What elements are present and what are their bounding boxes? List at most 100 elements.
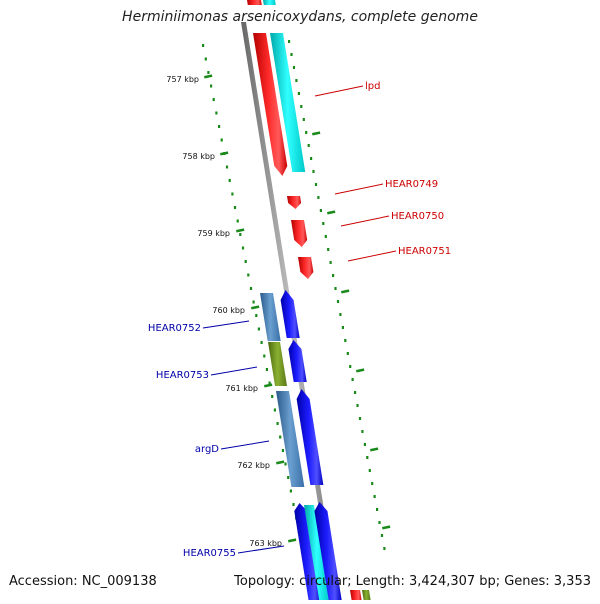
gc-skew-dot [207,71,210,74]
leader-line-hear0752 [202,320,250,329]
gc-skew-dot [334,287,337,290]
coordinate-tick-mark [220,151,229,156]
cds-feature-hear0752 [260,293,281,341]
gc-skew-dot [290,53,293,56]
gene-label-hear0755[interactable]: HEAR0755 [183,548,236,559]
gc-skew-dot [288,40,291,43]
tick-label-761: 761 kbp [225,384,258,393]
gc-skew-dot [314,183,318,186]
gc-skew-dot [271,395,274,398]
gene-feature-bottom-olive [362,590,371,600]
gc-skew-dot [287,476,290,479]
leader-line-hear0753 [210,366,258,376]
gc-skew-dot [228,179,231,182]
gc-skew-dot [307,144,310,147]
gc-skew-dot [255,314,258,317]
gene-labels: lpd HEAR0749 HEAR0750 HEAR0751 HEAR0752 … [148,81,451,559]
gc-skew-dot [312,170,315,173]
gc-skew-dot [358,417,362,420]
length-text: Length: 3,424,307 bp; [355,574,501,589]
gene-label-lpd[interactable]: lpd [365,81,380,92]
leader-lines [202,85,397,554]
gc-skew-dot [324,235,327,238]
gc-skew-dot [349,365,352,368]
gc-skew-dot [368,469,371,472]
gene-feature-hear0752 [280,290,300,338]
gc-skew-dot [356,404,359,407]
gene-feature-hear0756 [314,502,342,600]
gene-label-hear0751[interactable]: HEAR0751 [398,246,451,257]
gc-skew-marker [381,525,391,530]
gc-skew-dot [257,327,260,331]
gc-skew-dot [380,534,384,537]
gc-skew-dot [265,368,268,371]
coordinate-tick-mark [276,460,285,465]
gc-skew-dot [239,233,242,236]
coordinate-tick-mark [250,305,260,310]
gc-skew-dot [233,206,237,209]
cds-feature-hear0755 [304,505,330,600]
gc-skew-dot [236,219,239,223]
gc-skew-dot [344,339,347,342]
tick-label-757: 757 kbp [166,75,199,84]
gc-skew-marker [370,447,379,452]
gc-skew-dot [260,341,263,344]
coordinate-tick-mark [204,74,213,79]
gene-label-hear0752[interactable]: HEAR0752 [148,323,201,334]
gc-skew-dot [210,84,213,88]
gene-feature-hear0750 [291,220,308,247]
gc-skew-dot [327,248,330,251]
gene-label-hear0750[interactable]: HEAR0750 [391,211,444,222]
gc-skew-dot [218,125,221,128]
gc-skew-dot [371,482,374,485]
gene-feature-lpd [253,33,288,176]
gene-feature-bottom-red [350,590,362,600]
gc-skew-dot [273,408,276,412]
gene-label-hear0753[interactable]: HEAR0753 [156,370,209,381]
leader-line-hear0751 [347,250,397,262]
tick-label-759: 759 kbp [197,229,230,238]
gc-skew-dot [302,118,305,121]
gc-skew-marker [340,289,350,294]
gc-skew-dot [268,381,271,385]
leader-line-hear0749 [334,183,384,195]
gc-skew-dot [297,92,300,95]
gc-skew-dot [376,508,379,511]
gc-skew-dot [339,313,342,316]
coordinate-tick-mark [288,538,297,543]
genome-title: Herminiimonas arsenicoxydans, complete g… [122,9,478,25]
tick-label-762: 762 kbp [237,461,270,470]
leader-line-hear0750 [340,215,390,227]
gc-skew-dot [220,138,223,142]
gc-skew-dot [263,354,266,358]
gc-skew-dot [341,326,344,329]
gc-skew-dot [281,449,284,452]
gc-skew-dot [247,273,250,277]
gene-feature-hear0751 [298,257,314,279]
gene-label-argd[interactable]: argD [195,444,219,455]
gc-skew-dot [244,260,247,263]
gene-feature-top-cyan [263,0,276,5]
accession-text: Accession: NC_009138 [9,574,157,589]
gene-label-hear0749[interactable]: HEAR0749 [385,179,438,190]
gene-feature-top-red [247,0,262,5]
cds-feature-hear0753 [268,342,288,386]
gene-feature-hear0755 [294,503,322,600]
gc-skew-dot [363,443,366,446]
gc-skew-dot [212,98,215,101]
cds-feature-lpd [270,33,306,172]
gc-skew-dot [252,300,255,304]
tick-label-758: 758 kbp [182,152,215,161]
gc-skew-dot [332,274,335,277]
cds-feature-argd [276,391,305,487]
gc-skew-dot [383,547,386,550]
gc-skew-dot [276,422,279,425]
gc-skew-dot [361,430,364,433]
gc-skew-dot [310,157,313,160]
gc-skew-dot [317,196,320,199]
gc-skew-dot [336,300,340,303]
gc-skew-dot [305,131,308,134]
gc-skew-dot [284,462,287,466]
